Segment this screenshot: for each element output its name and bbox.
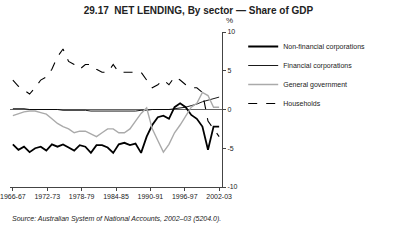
svg-text:29.17 NET LENDING, By sector: 29.17 NET LENDING, By sector — Share of … [84, 5, 314, 16]
svg-text:-10: -10 [227, 183, 237, 190]
svg-text:1978-79: 1978-79 [69, 193, 95, 200]
svg-text:1966-67: 1966-67 [0, 193, 26, 200]
svg-text:10: 10 [227, 28, 235, 35]
svg-text:1990-91: 1990-91 [138, 193, 164, 200]
svg-text:1972-73: 1972-73 [34, 193, 60, 200]
svg-text:Households: Households [283, 100, 320, 107]
svg-text:%: % [226, 16, 233, 25]
svg-text:2002-03: 2002-03 [206, 193, 232, 200]
svg-text:5: 5 [227, 67, 231, 74]
svg-text:1984-85: 1984-85 [103, 193, 129, 200]
svg-text:Non-financial corporations: Non-financial corporations [283, 43, 365, 51]
svg-text:General government: General government [283, 81, 347, 89]
svg-text:Source: Australian System of N: Source: Australian System of National Ac… [12, 215, 221, 223]
svg-text:1996-97: 1996-97 [172, 193, 198, 200]
svg-text:0: 0 [227, 106, 231, 113]
svg-text:Financial corporations: Financial corporations [283, 62, 352, 70]
svg-text:-5: -5 [227, 145, 233, 152]
